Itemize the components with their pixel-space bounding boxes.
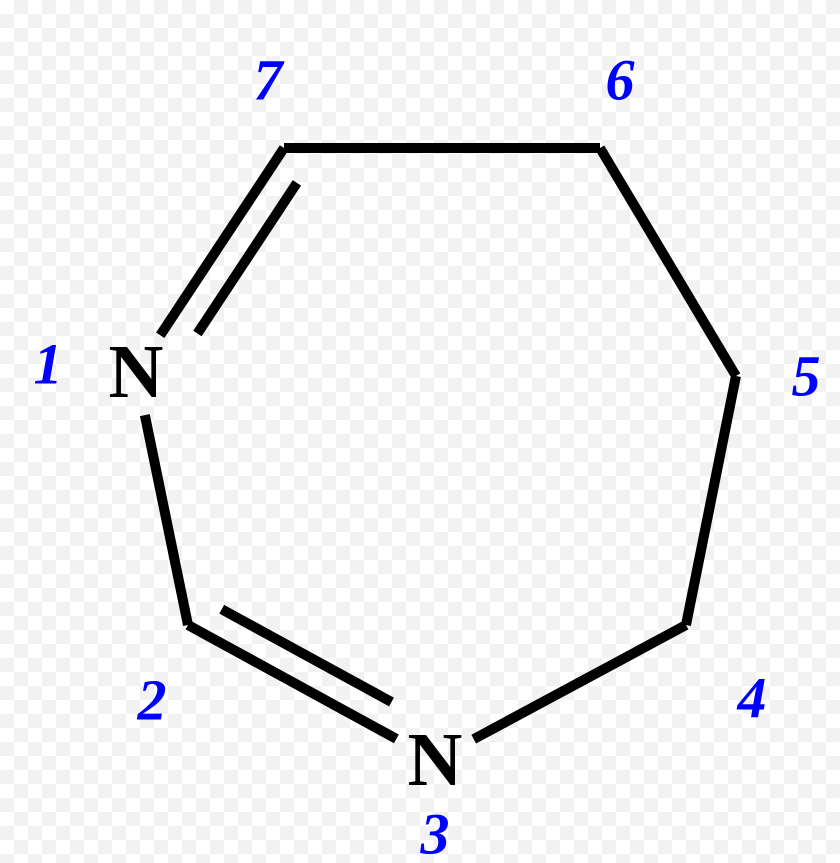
bond: [160, 148, 284, 335]
position-label-4: 4: [737, 666, 767, 731]
position-label-7: 7: [254, 48, 285, 113]
position-label-1: 1: [34, 332, 63, 397]
atom-N1: N: [109, 330, 164, 414]
atom-N3: N: [408, 718, 463, 802]
position-label-5: 5: [792, 344, 821, 409]
position-label-6: 6: [606, 48, 635, 113]
position-label-2: 2: [137, 668, 167, 733]
bond: [686, 376, 736, 625]
bond: [600, 148, 736, 376]
bond: [474, 625, 686, 739]
bonds: [145, 148, 736, 739]
bond: [145, 415, 188, 625]
molecule-diagram: NN1234567: [0, 0, 840, 863]
position-label-3: 3: [420, 802, 450, 863]
